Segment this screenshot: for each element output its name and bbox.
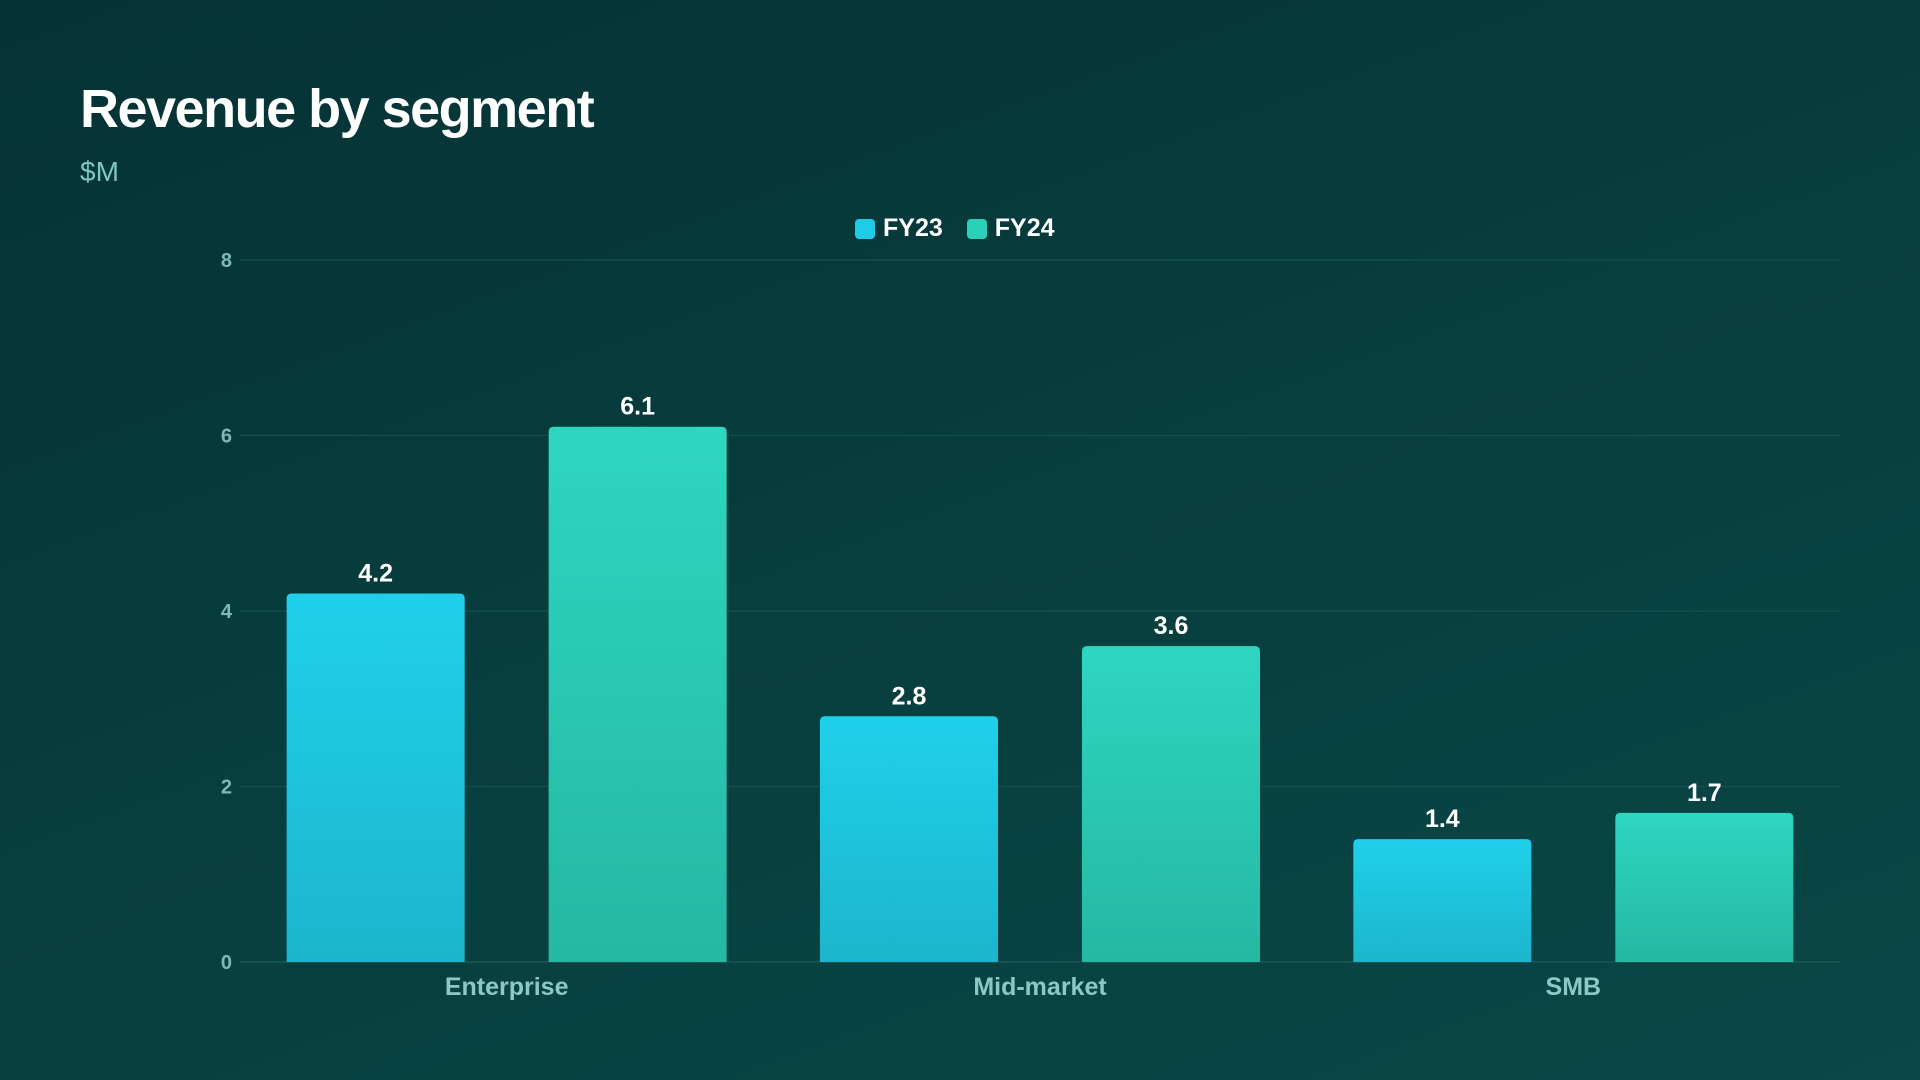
- x-category-label: Mid-market: [973, 973, 1107, 1001]
- chart-subtitle: $M: [80, 156, 119, 187]
- bar-fy24-smb: [1615, 812, 1794, 962]
- legend: FY23 FY24: [855, 214, 1055, 243]
- chart-title: Revenue by segment: [80, 79, 595, 139]
- data-label: 3.6: [1154, 612, 1189, 640]
- bar-fy24-mid-market: [1082, 646, 1260, 962]
- y-tick-label: 4: [221, 601, 233, 623]
- legend-swatch-fy23: [855, 218, 875, 239]
- data-label: 6.1: [620, 393, 655, 421]
- y-tick-label: 8: [221, 250, 232, 272]
- bar-fy23-smb: [1353, 839, 1532, 962]
- labels: 0 2 4 6 8 4.2 6.1 Enterprise 2.8 3.6 Mid-market 1.4…: [221, 250, 1722, 1001]
- y-tick-label: 6: [221, 426, 232, 448]
- legend-item-fy23: FY23: [855, 214, 943, 243]
- data-label: 4.2: [358, 559, 393, 587]
- gridlines: [240, 259, 1840, 963]
- bars: [286, 426, 1794, 963]
- bar-fy24-enterprise: [548, 426, 727, 963]
- bar-fy23-mid-market: [820, 716, 998, 962]
- legend-swatch-fy24: [966, 218, 987, 239]
- data-label: 1.7: [1687, 779, 1722, 807]
- x-category-label: Enterprise: [445, 973, 569, 1001]
- legend-label-fy23: FY23: [883, 214, 943, 242]
- y-tick-label: 0: [221, 952, 232, 974]
- legend-item-fy24: FY24: [966, 214, 1055, 243]
- bar-fy23-enterprise: [286, 593, 465, 962]
- legend-label-fy24: FY24: [994, 214, 1055, 242]
- y-tick-label: 2: [221, 777, 232, 799]
- data-label: 2.8: [892, 682, 927, 710]
- data-label: 1.4: [1425, 805, 1460, 833]
- x-category-label: SMB: [1546, 973, 1602, 1001]
